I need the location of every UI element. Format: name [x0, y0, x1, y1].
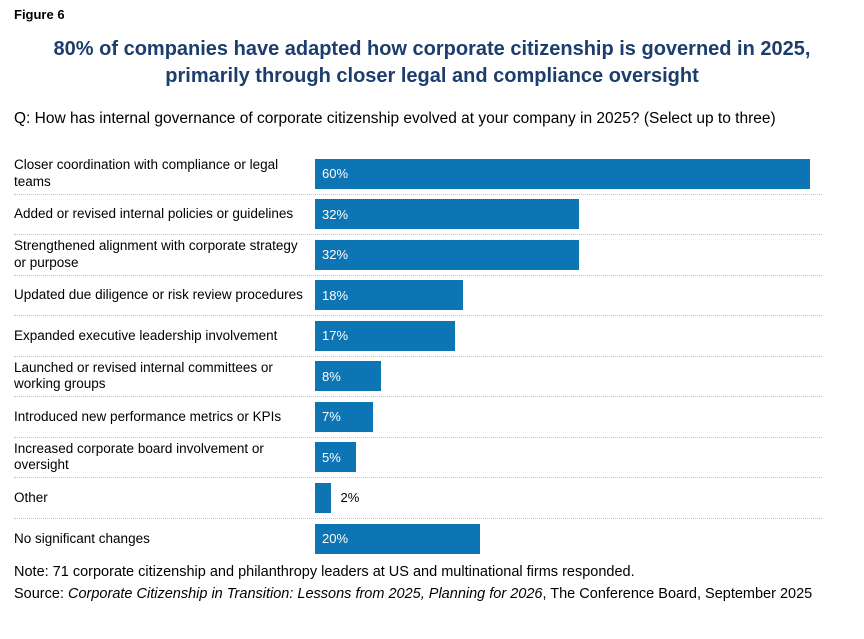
chart-row: Introduced new performance metrics or KP…: [14, 397, 822, 438]
figure-label: Figure 6: [14, 7, 65, 22]
category-label: Strengthened alignment with corporate st…: [14, 238, 298, 270]
source-suffix: , The Conference Board, September 2025: [542, 585, 813, 602]
chart-row: Strengthened alignment with corporate st…: [14, 235, 822, 276]
chart-row: No significant changes 20%: [14, 519, 822, 560]
bar: 60%: [315, 158, 810, 189]
bar-value-label: 5%: [322, 449, 341, 465]
category-label: Other: [14, 489, 48, 505]
category-label: Expanded executive leadership involvemen…: [14, 327, 278, 343]
category-label: Launched or revised internal committees …: [14, 359, 273, 392]
bar-track: 7%: [315, 401, 822, 432]
note-line: Note: 71 corporate citizenship and phila…: [14, 564, 635, 580]
bar-track: 32%: [315, 239, 822, 270]
bar-track: 20%: [315, 523, 822, 554]
bar-value-label: 60%: [322, 166, 349, 182]
category-label: Updated due diligence or risk review pro…: [14, 287, 303, 302]
bar-value-label: 8%: [322, 368, 341, 384]
bar-value-label: 32%: [322, 206, 349, 222]
bar: [315, 482, 332, 513]
bar-value-label: 18%: [322, 287, 349, 303]
source-line: Source: Corporate Citizenship in Transit…: [14, 584, 850, 606]
category-label: Increased corporate board involvement or…: [14, 440, 264, 473]
chart-row: Increased corporate board involvement or…: [14, 438, 822, 478]
bar: 18%: [315, 280, 464, 311]
chart-row: Added or revised internal policies or gu…: [14, 195, 822, 235]
category-label: Introduced new performance metrics or KP…: [14, 408, 282, 424]
bar-value-label: 17%: [322, 328, 349, 344]
bar-track: 2%: [315, 482, 822, 513]
chart-row: Updated due diligence or risk review pro…: [14, 276, 822, 316]
chart-row: Closer coordination with compliance or l…: [14, 154, 822, 195]
survey-question: Q: How has internal governance of corpor…: [14, 110, 776, 127]
bar-track: 5%: [315, 442, 822, 473]
category-label: No significant changes: [14, 530, 150, 546]
bar: 17%: [315, 320, 456, 351]
chart-title: 80% of companies have adapted how corpor…: [53, 38, 811, 87]
chart-row: Other 2%: [14, 478, 822, 519]
source-title: Corporate Citizenship in Transition: Les…: [68, 585, 543, 602]
bar: 32%: [315, 199, 579, 230]
bar-track: 18%: [315, 280, 822, 311]
footnotes: Note: 71 corporate citizenship and phila…: [14, 562, 850, 605]
bar: 8%: [315, 361, 381, 392]
bar-track: 17%: [315, 320, 822, 351]
bar-value-label: 32%: [322, 247, 349, 263]
bar-track: 32%: [315, 199, 822, 230]
bar-value-label: 20%: [322, 531, 349, 547]
bar: 20%: [315, 523, 480, 554]
bar-track: 8%: [315, 361, 822, 392]
bar-value-label: 7%: [322, 409, 341, 425]
source-prefix: Source:: [14, 585, 68, 602]
bar-chart: Closer coordination with compliance or l…: [14, 154, 822, 559]
bar: 5%: [315, 442, 357, 473]
category-label: Closer coordination with compliance or l…: [14, 157, 279, 189]
bar-track: 60%: [315, 158, 822, 189]
chart-row: Expanded executive leadership involvemen…: [14, 316, 822, 357]
chart-row: Launched or revised internal committees …: [14, 357, 822, 397]
bar: 32%: [315, 239, 579, 270]
bar: 7%: [315, 401, 373, 432]
category-label: Added or revised internal policies or gu…: [14, 206, 294, 221]
bar-value-label: 2%: [340, 490, 360, 506]
